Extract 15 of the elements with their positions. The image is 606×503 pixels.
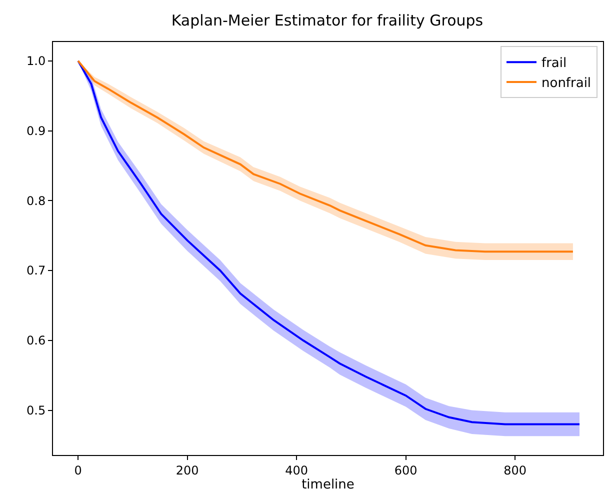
legend-label: nonfrail bbox=[542, 76, 592, 92]
x-tick-label: 0 bbox=[74, 463, 82, 478]
x-tick-label: 800 bbox=[504, 463, 527, 478]
x-axis-title: timeline bbox=[302, 477, 354, 492]
y-tick-label: 0.6 bbox=[26, 334, 46, 348]
x-tick-label: 200 bbox=[176, 463, 199, 478]
x-tick-label: 400 bbox=[285, 463, 308, 478]
legend-label: frail bbox=[542, 56, 567, 72]
y-tick-label: 1.0 bbox=[26, 54, 46, 68]
x-tick-label: 600 bbox=[394, 463, 418, 478]
chart-title: Kaplan-Meier Estimator for fraility Groups bbox=[171, 11, 484, 30]
y-tick-label: 0.7 bbox=[26, 264, 46, 278]
y-tick-label: 0.9 bbox=[26, 124, 46, 138]
y-tick-label: 0.8 bbox=[26, 194, 46, 208]
y-tick-label: 0.5 bbox=[26, 403, 46, 418]
